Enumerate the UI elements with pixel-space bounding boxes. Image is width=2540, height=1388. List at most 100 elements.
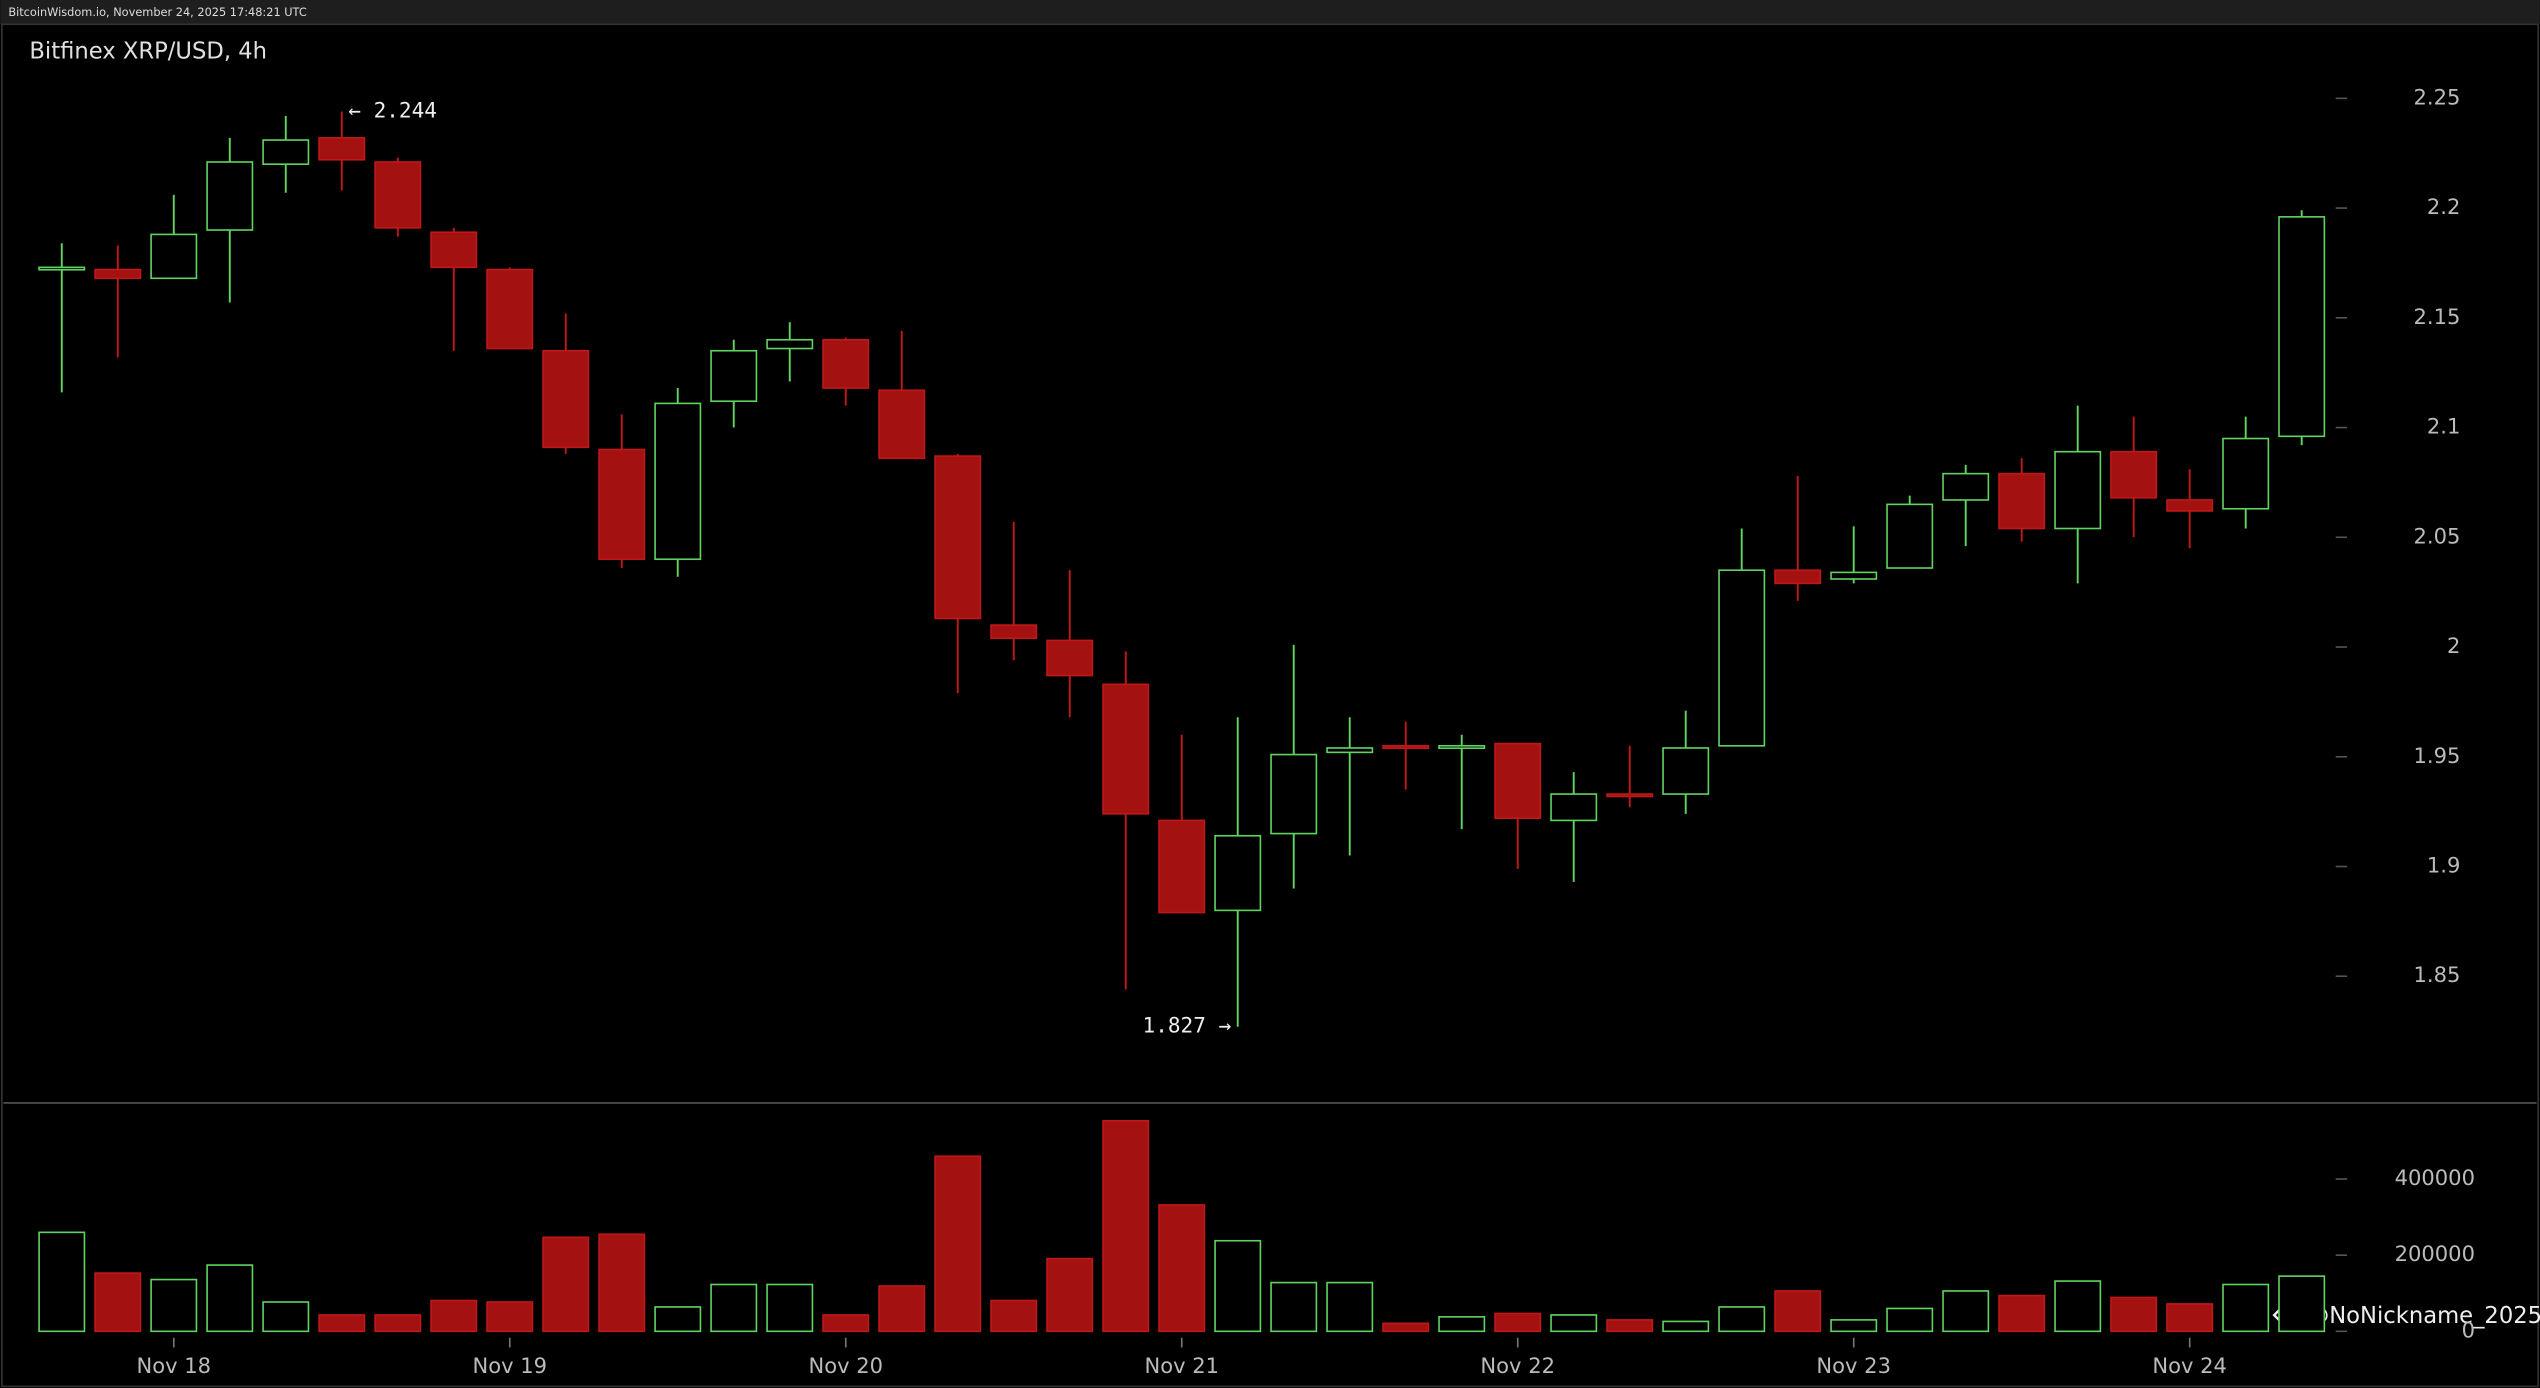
volume-bar bbox=[822, 1314, 870, 1333]
x-tick-label: Nov 23 bbox=[1816, 1353, 1891, 1378]
y-tick-label: 2.05 bbox=[2414, 523, 2461, 548]
candle-body bbox=[1718, 569, 1766, 747]
volume-bar bbox=[94, 1272, 142, 1333]
volume-bar bbox=[766, 1283, 814, 1333]
volume-bar bbox=[430, 1299, 478, 1333]
chart-title: Bitfinex XRP/USD, 4h bbox=[29, 38, 267, 64]
volume-bar bbox=[262, 1301, 310, 1333]
annotation: 1.827 → bbox=[1143, 1013, 1232, 1038]
candle-body bbox=[542, 349, 590, 449]
volume-bar bbox=[1942, 1290, 1990, 1333]
volume-bar bbox=[878, 1285, 926, 1333]
volume-tick-label: 200000 bbox=[2395, 1241, 2475, 1266]
candle-body bbox=[374, 161, 422, 229]
candle-body bbox=[318, 137, 366, 161]
candle-body bbox=[2222, 437, 2270, 510]
frame bbox=[1, 23, 2539, 1388]
candle-body bbox=[206, 161, 254, 231]
candle-body bbox=[654, 402, 702, 561]
volume-bar bbox=[1046, 1257, 1094, 1333]
candle-body bbox=[1662, 747, 1710, 795]
volume-bar bbox=[1102, 1120, 1150, 1333]
volume-bar bbox=[1214, 1239, 1262, 1333]
header-bar bbox=[0, 0, 2540, 25]
volume-bar bbox=[990, 1299, 1038, 1333]
candle-body bbox=[990, 624, 1038, 640]
candle-body bbox=[2166, 499, 2214, 512]
volume-bar bbox=[2054, 1280, 2102, 1333]
candle-body bbox=[1942, 472, 1990, 501]
candle-body bbox=[1998, 472, 2046, 530]
candle-body bbox=[1886, 503, 1934, 569]
x-tick-label: Nov 18 bbox=[136, 1353, 211, 1378]
y-tick-label: 2.15 bbox=[2414, 304, 2461, 329]
candle-body bbox=[766, 338, 814, 350]
header-text: BitcoinWisdom.io, November 24, 2025 17:4… bbox=[8, 5, 306, 19]
candle-body bbox=[2278, 216, 2326, 438]
volume-tick-label: 0 bbox=[2462, 1317, 2475, 1342]
y-tick-label: 1.95 bbox=[2414, 743, 2461, 768]
candle-body bbox=[710, 349, 758, 403]
volume-bar bbox=[1270, 1281, 1318, 1333]
candle-body bbox=[262, 139, 310, 165]
candle-body bbox=[1830, 571, 1878, 580]
y-tick-label: 1.9 bbox=[2427, 852, 2460, 877]
candle-body bbox=[1438, 744, 1486, 750]
candle-body bbox=[1550, 793, 1598, 822]
x-tick-label: Nov 20 bbox=[808, 1353, 883, 1378]
volume-bar bbox=[1382, 1322, 1430, 1333]
x-tick-label: Nov 24 bbox=[2152, 1353, 2227, 1378]
volume-bar bbox=[486, 1301, 534, 1333]
volume-bar bbox=[542, 1236, 590, 1333]
volume-bar bbox=[1774, 1290, 1822, 1333]
candle-body bbox=[150, 233, 198, 280]
volume-bar bbox=[598, 1233, 646, 1333]
volume-bar bbox=[318, 1314, 366, 1333]
candle-body bbox=[1774, 569, 1822, 585]
volume-bar bbox=[1606, 1319, 1654, 1333]
candle-body bbox=[1382, 744, 1430, 750]
candle-body bbox=[878, 389, 926, 460]
candle-body bbox=[1270, 753, 1318, 835]
candle-body bbox=[2110, 450, 2158, 499]
watermark: @NoNickname_2025 bbox=[2307, 1303, 2540, 1329]
candle-body bbox=[1046, 639, 1094, 677]
y-tick-label: 2 bbox=[2447, 633, 2460, 658]
volume-bar bbox=[1998, 1294, 2046, 1333]
candle-body bbox=[1606, 793, 1654, 798]
volume-bar bbox=[1494, 1312, 1542, 1333]
volume-bar bbox=[710, 1283, 758, 1333]
candle-body bbox=[94, 268, 142, 280]
volume-bar bbox=[2110, 1296, 2158, 1333]
volume-bar bbox=[1662, 1320, 1710, 1333]
x-tick-label: Nov 22 bbox=[1480, 1353, 1555, 1378]
candle-body bbox=[430, 231, 478, 269]
volume-bar bbox=[2278, 1275, 2326, 1333]
volume-bar bbox=[654, 1306, 702, 1333]
candle-body bbox=[598, 448, 646, 561]
candle-body bbox=[1326, 747, 1374, 754]
volume-bar bbox=[1830, 1319, 1878, 1333]
candle-body bbox=[822, 338, 870, 389]
y-tick-label: 2.1 bbox=[2427, 414, 2460, 439]
annotation: ← 2.244 bbox=[348, 98, 437, 123]
x-tick-label: Nov 21 bbox=[1144, 1353, 1219, 1378]
candle-body bbox=[1102, 683, 1150, 815]
volume-bar bbox=[150, 1278, 198, 1333]
volume-bar bbox=[1326, 1281, 1374, 1333]
volume-bar bbox=[934, 1155, 982, 1333]
volume-bar bbox=[2222, 1283, 2270, 1333]
volume-bar bbox=[38, 1231, 86, 1333]
volume-bar bbox=[1550, 1314, 1598, 1333]
candle-body bbox=[2054, 450, 2102, 530]
volume-bar bbox=[374, 1314, 422, 1333]
y-tick-label: 2.25 bbox=[2414, 84, 2461, 109]
volume-bar bbox=[1886, 1307, 1934, 1333]
candle-body bbox=[486, 268, 534, 350]
volume-bar bbox=[2166, 1303, 2214, 1333]
candle-body bbox=[38, 266, 86, 271]
volume-bar bbox=[206, 1264, 254, 1333]
candle-body bbox=[934, 455, 982, 620]
